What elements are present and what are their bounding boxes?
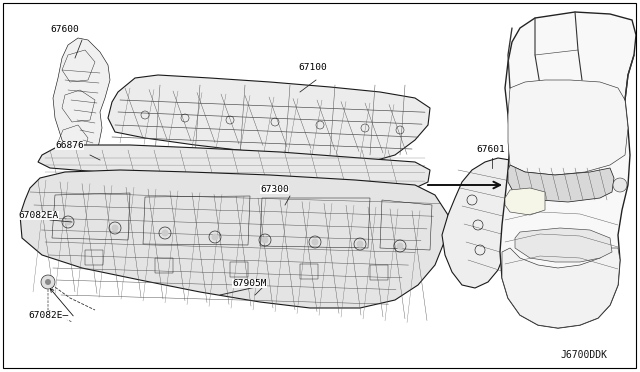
Circle shape <box>65 218 72 225</box>
Polygon shape <box>108 75 430 162</box>
Circle shape <box>41 275 55 289</box>
Text: 67300: 67300 <box>260 185 289 194</box>
Circle shape <box>262 237 269 244</box>
Polygon shape <box>502 248 620 328</box>
Circle shape <box>211 234 218 241</box>
Text: 66876: 66876 <box>55 141 84 150</box>
Polygon shape <box>500 12 636 328</box>
Polygon shape <box>38 145 430 190</box>
Circle shape <box>356 241 364 247</box>
Polygon shape <box>508 80 628 175</box>
Polygon shape <box>442 158 522 288</box>
Polygon shape <box>508 165 614 202</box>
Text: 67600: 67600 <box>50 25 79 34</box>
Polygon shape <box>20 170 448 308</box>
Circle shape <box>161 230 168 237</box>
Text: 67100: 67100 <box>298 63 327 72</box>
Circle shape <box>397 243 403 250</box>
Circle shape <box>45 279 51 285</box>
Circle shape <box>111 224 118 231</box>
Circle shape <box>312 238 319 246</box>
Text: 67082E—: 67082E— <box>28 311 68 320</box>
Polygon shape <box>515 228 612 262</box>
Polygon shape <box>53 38 110 162</box>
Text: 67601: 67601 <box>476 145 505 154</box>
Circle shape <box>613 178 627 192</box>
Polygon shape <box>505 188 545 215</box>
Text: 67905M: 67905M <box>232 279 266 288</box>
Text: J6700DDK: J6700DDK <box>560 350 607 360</box>
Text: 67082EA: 67082EA <box>18 211 58 220</box>
